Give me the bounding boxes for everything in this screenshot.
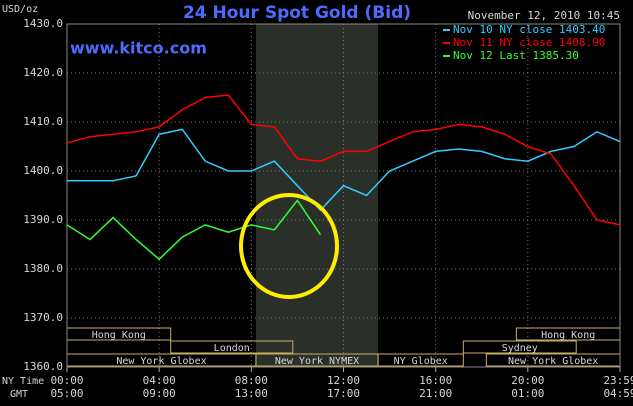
session-box [170, 340, 294, 354]
plot-frame [66, 23, 621, 368]
legend-label: Nov 10 NY close 1403.40 [453, 23, 605, 36]
timestamp: November 12, 2010 10:45 [468, 9, 620, 22]
y-tick-label: 1420.0 [23, 66, 63, 79]
series-line [66, 199, 322, 261]
session-label: New York Globex [116, 356, 206, 367]
x-tick-label: 08:00 [235, 374, 268, 387]
x2-tick-label: 13:00 [235, 387, 268, 400]
session-label: Hong Kong [92, 330, 146, 341]
session-label: NY Globex [394, 356, 448, 367]
x2-tick-label: 04:59 [603, 387, 633, 400]
subtitle: www.kitco.com [70, 39, 207, 58]
x-axis-label: NY Time [2, 376, 44, 387]
session-label: New York Globex [508, 356, 598, 367]
y-tick-label: 1400.0 [23, 164, 63, 177]
x2-tick-label: 05:00 [50, 387, 83, 400]
x2-axis-label: GMT [10, 389, 28, 400]
x2-tick-label: 21:00 [419, 387, 452, 400]
chart-title: 24 Hour Spot Gold (Bid) [183, 3, 411, 23]
y-axis-label: USD/oz [2, 4, 38, 15]
x-tick-label: 04:00 [143, 374, 176, 387]
x2-tick-label: 09:00 [143, 387, 176, 400]
highlight-circle [239, 193, 339, 299]
y-tick-label: 1370.0 [23, 311, 63, 324]
session-label: New York NYMEX [275, 356, 359, 367]
legend-label: Nov 11 NY close 1408.90 [453, 36, 605, 49]
series-line [66, 94, 621, 226]
x2-tick-label: 17:00 [327, 387, 360, 400]
legend-label: Nov 12 Last 1385.30 [453, 49, 579, 62]
x-tick-label: 00:00 [50, 374, 83, 387]
session-box [462, 340, 577, 354]
y-tick-label: 1410.0 [23, 115, 63, 128]
y-tick-label: 1430.0 [23, 17, 63, 30]
session-label: Hong Kong [541, 330, 595, 341]
session-box [377, 353, 464, 367]
session-label: London [214, 343, 250, 354]
x-tick-label: 23:59 [603, 374, 633, 387]
x-tick-label: 12:00 [327, 374, 360, 387]
series-line [67, 128, 621, 212]
y-tick-label: 1390.0 [23, 213, 63, 226]
y-tick-label: 1380.0 [23, 262, 63, 275]
x-tick-label: 20:00 [511, 374, 544, 387]
x-tick-label: 16:00 [419, 374, 452, 387]
y-tick-label: 1360.0 [23, 360, 63, 373]
x2-tick-label: 01:00 [511, 387, 544, 400]
session-label: Sydney [502, 343, 538, 354]
